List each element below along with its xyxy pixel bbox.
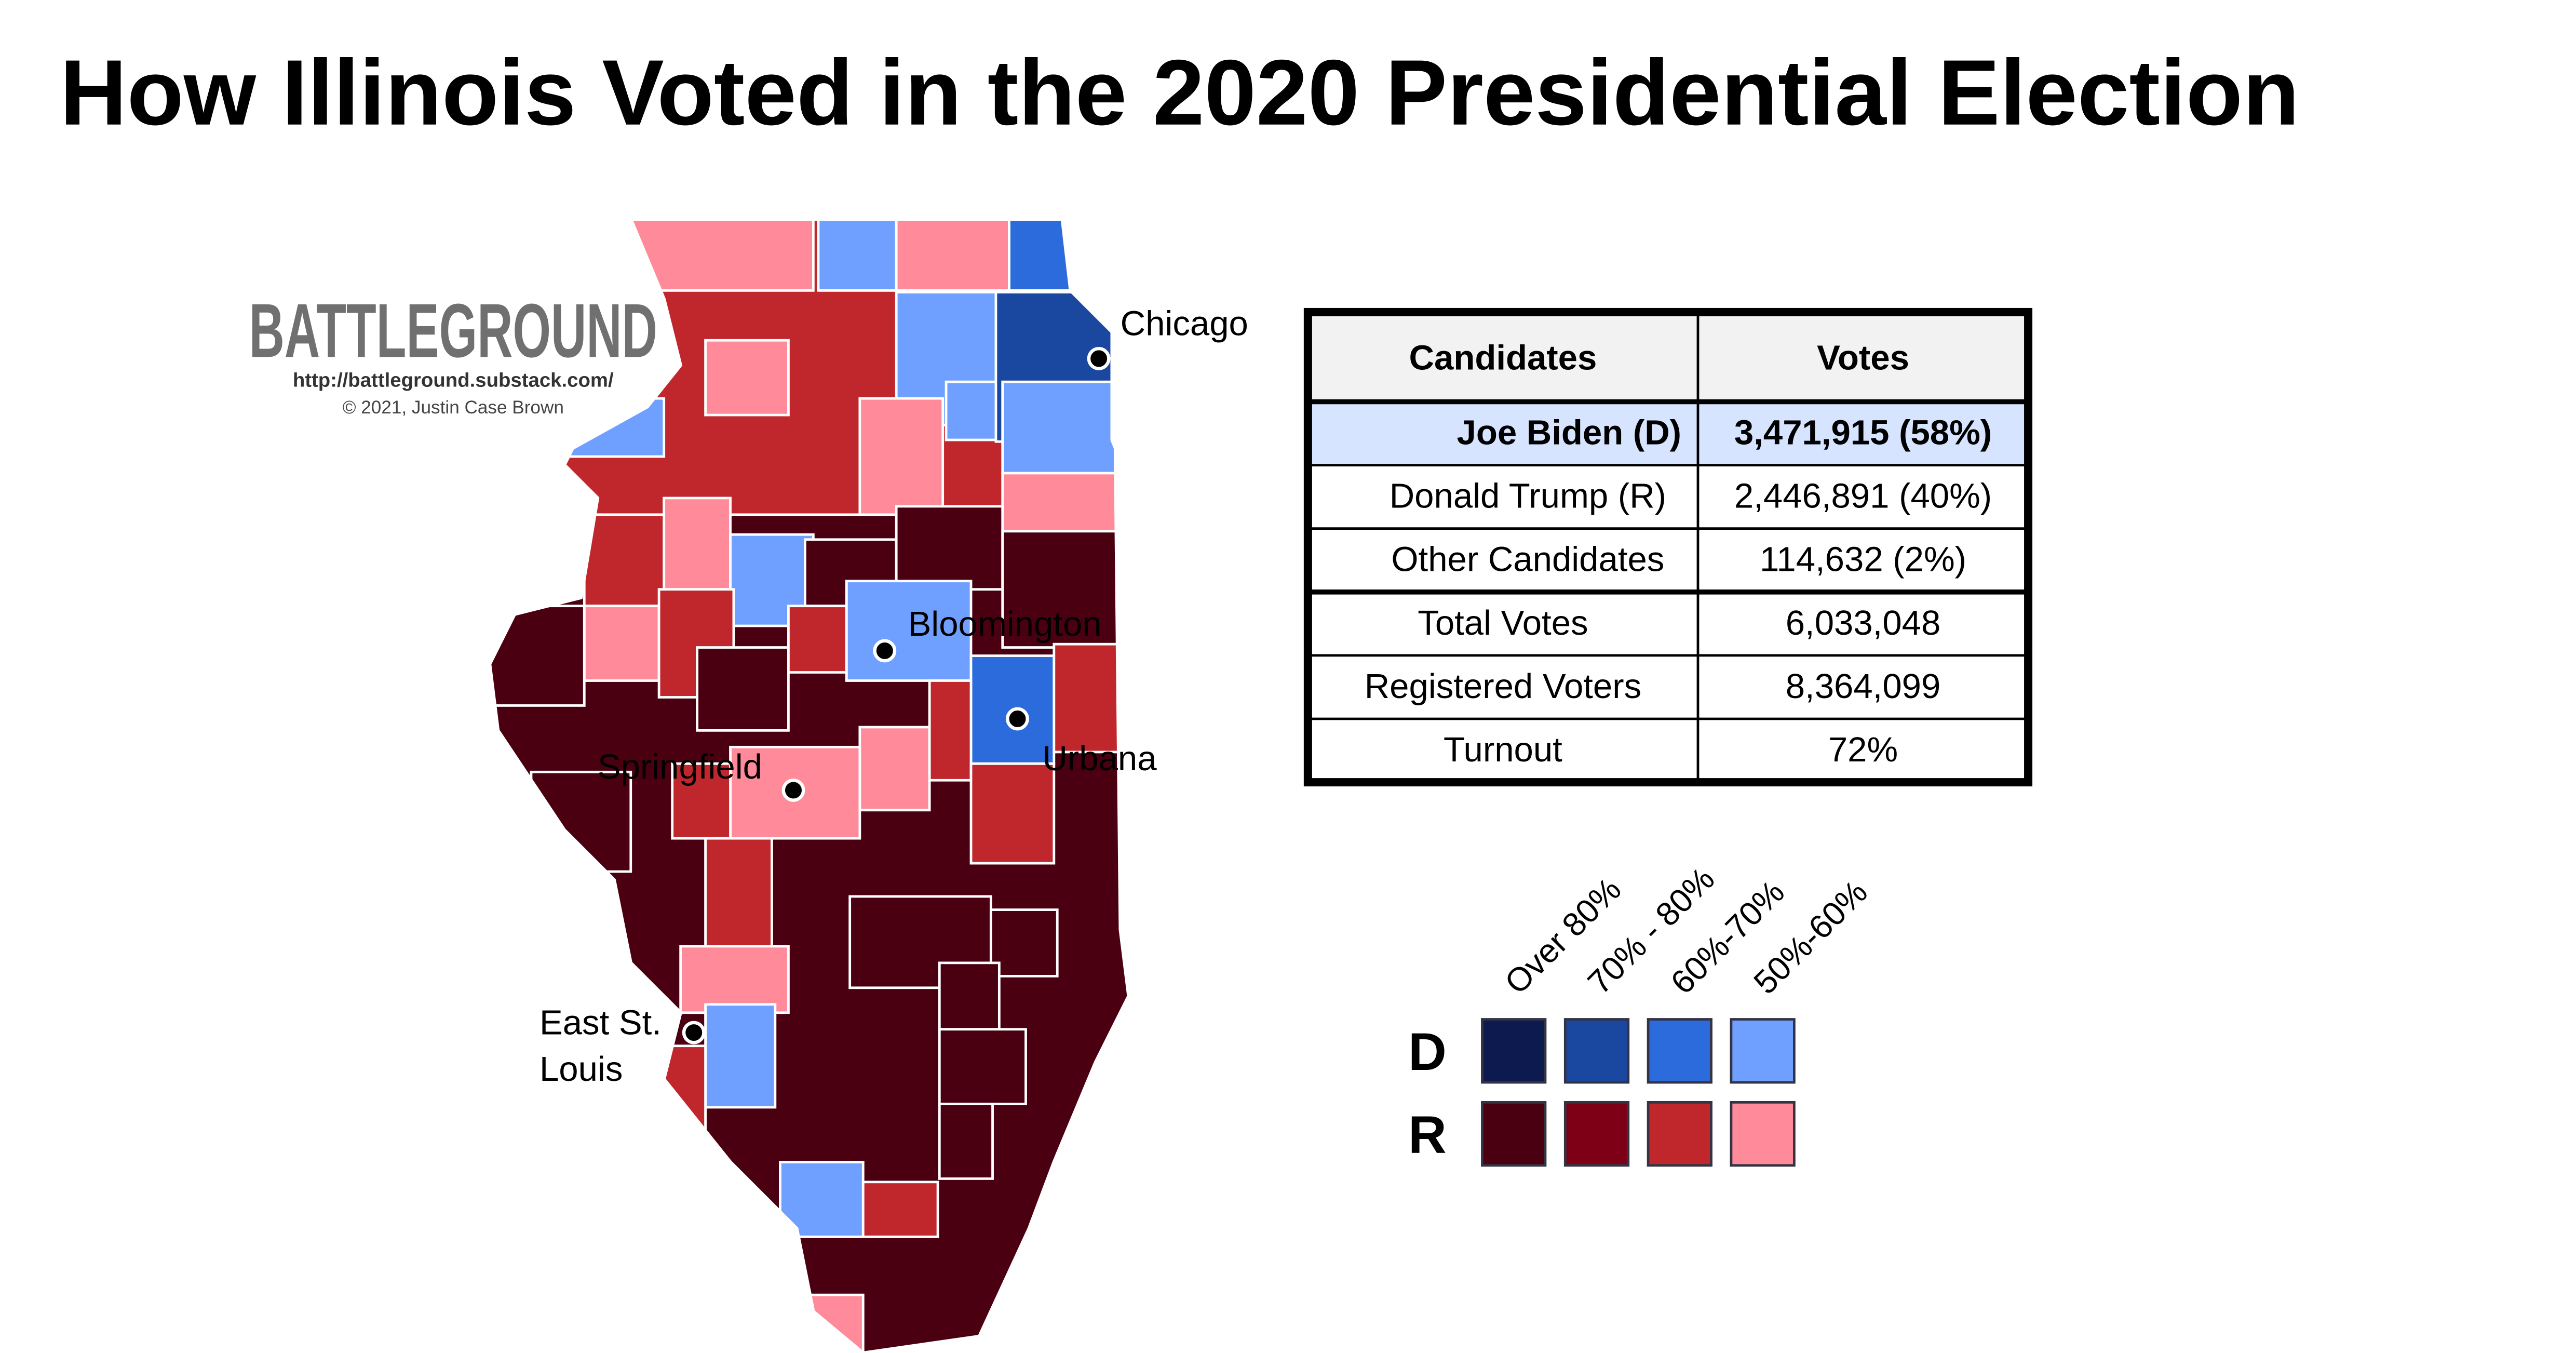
legend-swatch [1563,1018,1630,1084]
city-dot [873,639,897,663]
county [969,762,1056,865]
county [704,339,790,417]
table-cell: 72% [1828,730,1898,769]
legend-swatch [1481,1101,1547,1167]
county [861,1181,939,1238]
county [671,762,732,840]
county [583,605,660,682]
county [583,513,666,608]
table-cell: Total Votes [1418,604,1588,642]
city-label: Bloomington [908,605,1102,644]
table-border [1303,307,2033,787]
county [938,1028,1027,1105]
logo-copyright: © 2021, Justin Case Brown [343,397,564,418]
city-dot [1006,707,1029,731]
table-cell: 3,471,915 (58%) [1734,413,1992,452]
county [663,497,732,591]
city-label: Urbana [1042,739,1157,778]
county [1053,642,1122,754]
county [845,580,973,682]
county [858,726,931,812]
highlight-row [1307,401,2029,465]
table-cell: Other Candidates [1391,540,1664,579]
table-cell: Turnout [1444,730,1562,769]
cities: Chicago Bloomington Urbana Springfield E… [540,304,1248,1089]
header-cell: Candidates [1409,338,1597,377]
city-dot [1087,347,1111,370]
city-label: Louis [540,1050,623,1089]
title: How Illinois Voted in the 2020 President… [60,41,2299,144]
table-cell: Registered Voters [1365,667,1641,706]
county [1001,472,1120,533]
legend-swatch [1730,1018,1796,1084]
county [1001,530,1120,649]
county [817,219,898,292]
table-cell: 114,632 (2%) [1760,540,1966,579]
city-label: Springfield [598,747,762,786]
county [938,961,1001,1031]
logo-name: BATTLEGROUND [249,288,657,373]
table-cell: 2,446,891 (40%) [1734,477,1992,516]
logo: BATTLEGROUND http://battleground.substac… [249,288,657,418]
county [679,945,790,1014]
county [895,505,1004,591]
legend-swatch [1730,1101,1796,1167]
county [858,397,945,516]
table-cell: Joe Biden (D) [1457,413,1682,452]
legend-swatch [1481,1018,1547,1084]
legend-swatch [1647,1018,1712,1084]
county [530,770,632,873]
county [938,1103,994,1180]
table-cell: 8,364,099 [1786,667,1941,706]
results-table: Candidates Votes Joe Biden (D) 3,471,915 (5… [1303,307,2033,787]
county [704,1003,777,1109]
county [989,908,1059,977]
county [490,605,586,707]
city-dot [682,1021,706,1044]
county [704,837,773,948]
county [895,219,1010,292]
county [629,219,815,292]
city-dot [781,779,805,802]
county [787,605,848,674]
legend-swatch [1647,1101,1712,1167]
legend-party: R [1408,1105,1447,1164]
legend: Over 80%70% - 80%60%-70%50%-60%DR [1408,860,1874,1167]
city-label: Chicago [1121,304,1248,343]
city-label: East St. [540,1003,662,1042]
county [696,646,790,732]
table-cell: 6,033,048 [1786,604,1941,642]
header-bg [1307,312,2029,402]
county [945,380,1004,441]
logo-url: http://battleground.substack.com/ [293,369,614,392]
county [928,679,973,782]
table-cell: Donald Trump (R) [1390,477,1666,516]
legend-party: D [1408,1022,1447,1081]
legend-swatch [1563,1101,1630,1167]
header-cell: Votes [1817,338,1909,377]
county [1001,380,1120,475]
